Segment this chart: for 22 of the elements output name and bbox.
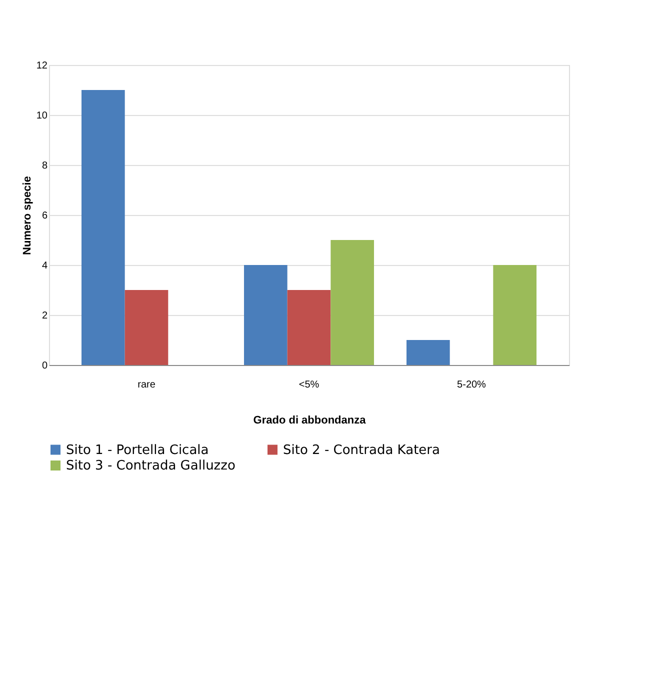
x-tick-label: <5% xyxy=(298,380,320,390)
x-tick-label: 5-20% xyxy=(457,380,486,390)
y-tick-label: 12 xyxy=(36,60,48,72)
bar xyxy=(330,240,374,365)
x-axis-title: Grado di abbondanza xyxy=(253,414,367,426)
bar xyxy=(287,290,331,365)
y-tick-label: 6 xyxy=(42,210,48,222)
legend-label: Sito 3 - Contrada Galluzzo xyxy=(66,458,236,474)
y-tick-label: 4 xyxy=(42,260,48,272)
bar xyxy=(244,265,288,365)
y-tick-label: 0 xyxy=(42,360,48,372)
y-axis-title: Numero specie xyxy=(21,176,34,255)
bar xyxy=(82,90,125,365)
bar xyxy=(124,290,168,365)
bar xyxy=(493,265,536,365)
legend-label: Sito 2 - Contrada Katera xyxy=(283,442,440,458)
bar xyxy=(406,340,450,365)
legend-label: Sito 1 - Portella Cicala xyxy=(66,442,209,458)
y-tick-label: 2 xyxy=(42,310,48,322)
y-tick-label: 10 xyxy=(36,110,48,122)
y-tick-label: 8 xyxy=(42,160,48,172)
x-tick-label: rare xyxy=(138,380,156,390)
